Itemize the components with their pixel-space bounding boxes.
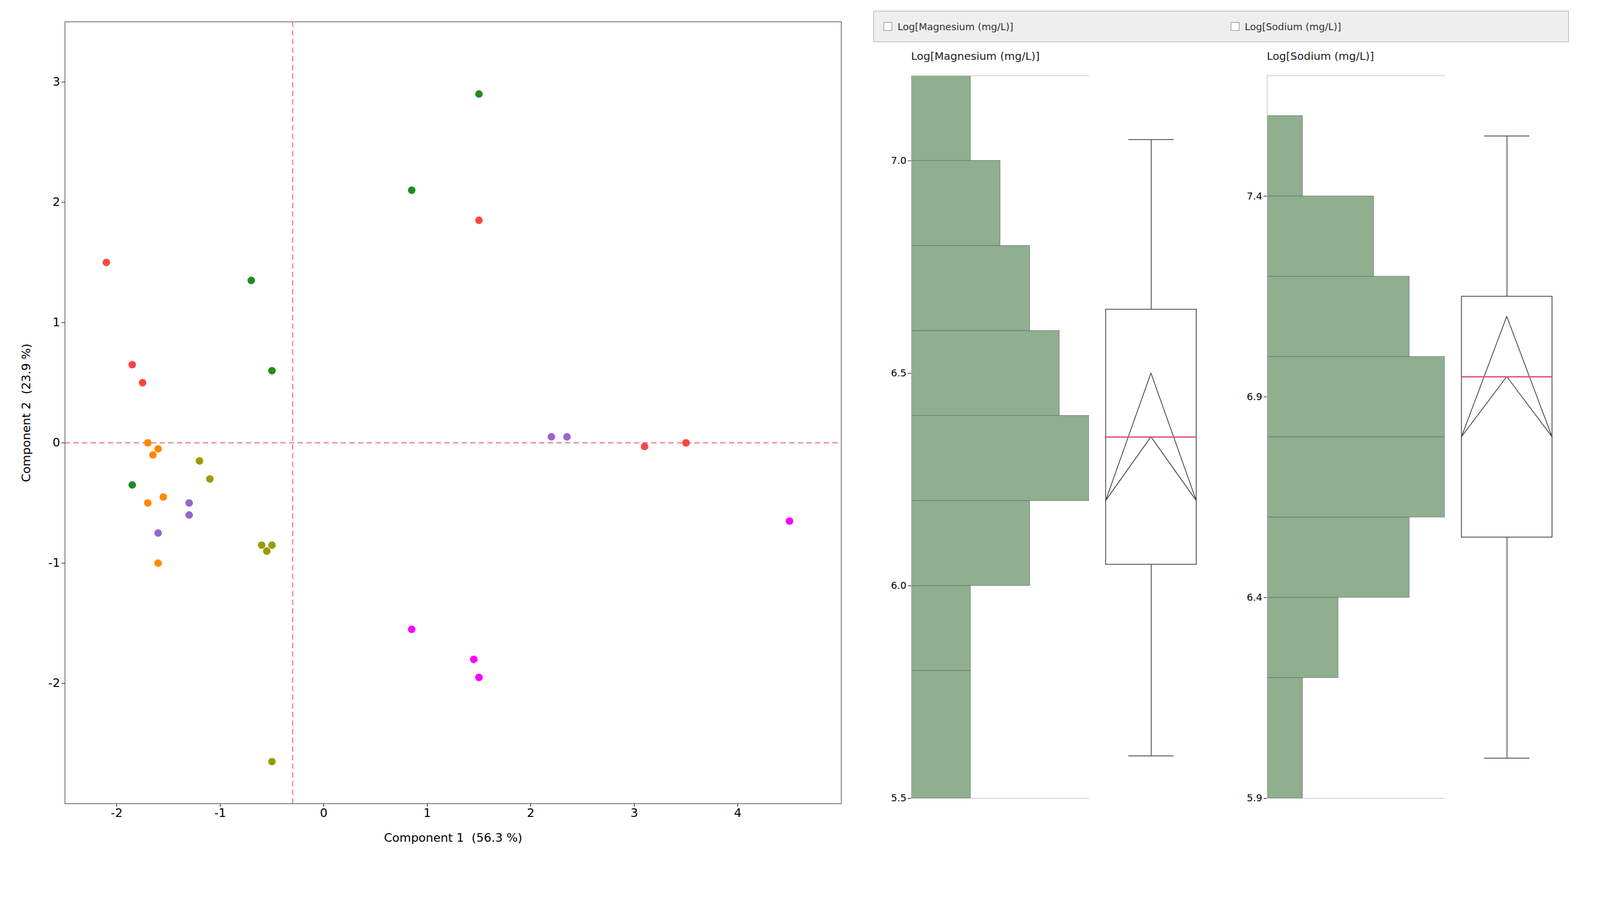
- svg-text:-2: -2: [111, 805, 123, 820]
- html-text:Log[Sodium (mg/L)]: Log[Sodium (mg/L)]: [1266, 49, 1374, 63]
- svg-text:6.5: 6.5: [891, 367, 907, 379]
- html-text:Log[Magnesium (mg/L)]: Log[Magnesium (mg/L)]: [897, 20, 1014, 33]
- svg-text:1: 1: [423, 805, 432, 820]
- svg-text:1: 1: [52, 315, 61, 329]
- svg-text:0: 0: [52, 435, 61, 450]
- svg-text:2: 2: [527, 805, 535, 820]
- svg-text:7.4: 7.4: [1246, 190, 1263, 202]
- svg-text:3: 3: [630, 805, 639, 820]
- svg-text:-1: -1: [48, 555, 61, 570]
- svg-text:-1: -1: [214, 805, 227, 820]
- html-text:Log[Magnesium (mg/L)]: Log[Magnesium (mg/L)]: [911, 49, 1040, 63]
- svg-text:2: 2: [52, 195, 61, 209]
- svg-text:6.4: 6.4: [1246, 591, 1263, 603]
- svg-text:6.9: 6.9: [1246, 390, 1263, 403]
- svg-text:-2: -2: [48, 676, 61, 690]
- svg-text:6.0: 6.0: [891, 579, 907, 591]
- svg-text:5.5: 5.5: [891, 791, 907, 804]
- html-text:Log[Sodium (mg/L)]: Log[Sodium (mg/L)]: [1244, 20, 1342, 33]
- svg-text:0: 0: [320, 805, 328, 820]
- svg-text:7.0: 7.0: [891, 154, 907, 167]
- svg-text:Component 1 (56.3 %): Component 1 (56.3 %): [383, 830, 523, 845]
- svg-text:Component 2 (23.9 %): Component 2 (23.9 %): [19, 343, 33, 482]
- svg-text:5.9: 5.9: [1246, 791, 1263, 804]
- svg-text:4: 4: [734, 805, 742, 820]
- svg-text:3: 3: [52, 74, 61, 89]
